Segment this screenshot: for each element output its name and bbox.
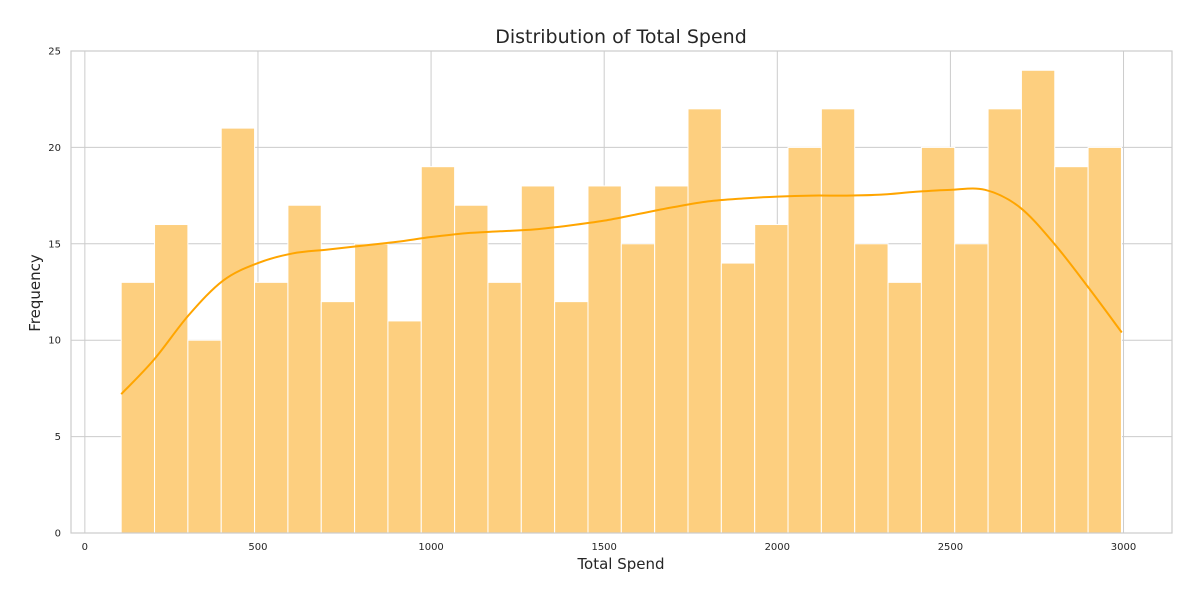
histogram-bar (420, 166, 456, 534)
histogram-bar (187, 339, 222, 534)
x-axis-ticks: 0 500 1000 1500 2000 2500 3000 (82, 542, 1137, 553)
histogram-bar (820, 108, 856, 534)
histogram-bar (954, 243, 989, 534)
histogram-bar (854, 243, 889, 534)
x-tick-label: 1000 (418, 542, 443, 553)
histogram-bar (687, 108, 722, 534)
y-axis-ticks: 0 5 10 15 20 25 (48, 47, 61, 540)
histogram-bar (987, 108, 1022, 534)
histogram-bar (1020, 69, 1056, 534)
histogram-bar (554, 301, 589, 534)
x-tick-label: 3000 (1111, 542, 1136, 553)
chart-title: Distribution of Total Spend (495, 26, 747, 48)
plot-frame (70, 50, 1173, 534)
histogram-bar (120, 281, 156, 534)
y-tick-label: 10 (48, 336, 61, 347)
x-tick-label: 2000 (765, 542, 790, 553)
histogram-bar (520, 185, 556, 534)
histogram-bar (920, 146, 956, 534)
histogram-bar (154, 224, 189, 534)
x-tick-label: 500 (248, 542, 267, 553)
histogram-bars (120, 69, 1122, 534)
histogram-bar (354, 243, 389, 534)
histogram-bar (1054, 166, 1089, 534)
histogram-bar (254, 281, 289, 534)
histogram-bar (387, 320, 422, 534)
histogram-bar (1087, 146, 1122, 534)
y-tick-label: 5 (55, 432, 61, 443)
x-tick-label: 0 (82, 542, 88, 553)
y-tick-label: 25 (48, 47, 61, 58)
histogram-bar (887, 281, 922, 534)
y-tick-label: 15 (48, 239, 61, 250)
histogram-bar (220, 127, 256, 534)
x-axis-label: Total Spend (576, 555, 664, 573)
histogram-bar (620, 243, 656, 534)
histogram-bar (454, 204, 489, 534)
kde-line (120, 187, 1123, 395)
histogram-bar (654, 185, 689, 534)
y-tick-label: 0 (55, 529, 61, 540)
y-tick-label: 20 (48, 143, 61, 154)
histogram-bar (487, 281, 522, 534)
histogram-bar (787, 146, 822, 534)
histogram-bar (754, 224, 789, 534)
histogram-bar (287, 204, 322, 534)
histogram-bar (587, 185, 622, 534)
kde-curve (120, 187, 1123, 395)
histogram-bar (320, 301, 356, 534)
x-tick-label: 1500 (591, 542, 616, 553)
histogram-bar (720, 262, 756, 534)
x-tick-label: 2500 (938, 542, 963, 553)
y-axis-label: Frequency (26, 254, 44, 332)
